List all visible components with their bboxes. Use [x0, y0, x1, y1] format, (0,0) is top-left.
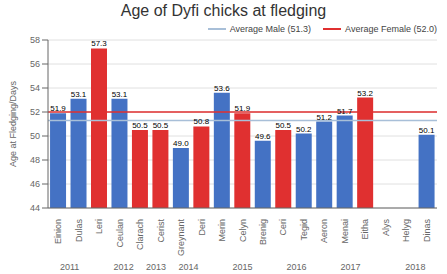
svg-text:2016: 2016	[287, 262, 307, 272]
svg-text:50.8: 50.8	[194, 117, 210, 126]
svg-text:51.9: 51.9	[50, 104, 66, 113]
svg-text:Ceulan: Ceulan	[115, 219, 125, 248]
svg-text:52: 52	[30, 107, 40, 117]
svg-text:2018: 2018	[405, 262, 425, 272]
svg-text:Greynant: Greynant	[176, 219, 186, 257]
html-text:Average Male (51.3): Average Male (51.3)	[229, 24, 312, 34]
svg-text:58: 58	[30, 35, 40, 45]
svg-text:56: 56	[30, 59, 40, 69]
svg-text:Deri: Deri	[197, 219, 207, 236]
svg-text:Eitha: Eitha	[360, 219, 370, 240]
svg-text:Leri: Leri	[94, 219, 104, 234]
svg-text:50.2: 50.2	[296, 125, 312, 134]
svg-text:Cerist: Cerist	[156, 219, 166, 243]
svg-text:50: 50	[30, 131, 40, 141]
svg-text:44: 44	[30, 203, 40, 213]
svg-text:Alys: Alys	[381, 219, 391, 237]
svg-text:Aeron: Aeron	[319, 219, 329, 243]
svg-text:Clarach: Clarach	[135, 219, 145, 250]
svg-text:2011: 2011	[60, 262, 79, 272]
svg-text:50.5: 50.5	[132, 121, 148, 130]
svg-text:50.1: 50.1	[419, 126, 435, 135]
svg-text:49.0: 49.0	[173, 139, 189, 148]
svg-text:Ceri: Ceri	[278, 219, 288, 236]
svg-text:2012: 2012	[114, 262, 134, 272]
svg-text:53.6: 53.6	[214, 84, 230, 93]
svg-text:2015: 2015	[232, 262, 252, 272]
svg-text:51.7: 51.7	[337, 107, 353, 116]
svg-text:54: 54	[30, 83, 40, 93]
svg-text:Dinas: Dinas	[422, 219, 432, 243]
svg-text:Celyn: Celyn	[238, 219, 248, 242]
html-text:Average Female (52.0): Average Female (52.0)	[345, 24, 437, 34]
svg-text:50.5: 50.5	[275, 121, 291, 130]
svg-text:Age at Fledging/Days: Age at Fledging/Days	[8, 80, 18, 167]
svg-text:2017: 2017	[341, 262, 361, 272]
svg-text:51.2: 51.2	[316, 113, 332, 122]
svg-text:53.1: 53.1	[112, 90, 128, 99]
svg-text:46: 46	[30, 179, 40, 189]
svg-text:57.3: 57.3	[91, 39, 107, 48]
svg-text:50.5: 50.5	[153, 121, 169, 130]
svg-text:Brenig: Brenig	[258, 219, 268, 245]
svg-text:Menai: Menai	[340, 219, 350, 244]
svg-text:53.1: 53.1	[71, 90, 87, 99]
svg-text:51.9: 51.9	[235, 104, 251, 113]
svg-text:49.6: 49.6	[255, 132, 271, 141]
svg-text:Dulas: Dulas	[74, 219, 84, 243]
svg-text:Tegid: Tegid	[299, 219, 309, 241]
svg-text:53.2: 53.2	[357, 89, 373, 98]
svg-text:Merin: Merin	[217, 219, 227, 242]
svg-text:Helyg: Helyg	[401, 219, 411, 242]
svg-text:2013: 2013	[146, 262, 166, 272]
svg-text:2014: 2014	[178, 262, 198, 272]
html-text:Age of Dyfi chicks at fledging: Age of Dyfi chicks at fledging	[120, 2, 327, 19]
svg-text:Einion: Einion	[53, 219, 63, 244]
svg-text:48: 48	[30, 155, 40, 165]
